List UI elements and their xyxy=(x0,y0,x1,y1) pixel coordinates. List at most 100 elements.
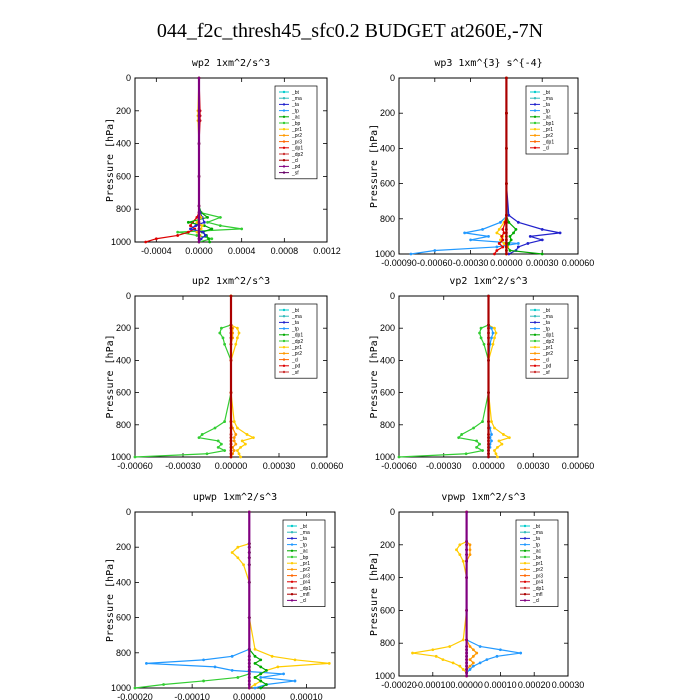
data-point xyxy=(200,433,204,436)
legend-label: _ta xyxy=(542,320,550,326)
figure-title: 044_f2c_thresh45_sfc0.2 BUDGET at260E,-7… xyxy=(156,20,544,42)
x-tick-label: 0.00060 xyxy=(562,461,595,471)
x-tick-label: -0.00020 xyxy=(381,680,417,690)
legend-label: _ta xyxy=(299,536,307,542)
x-tick-label: 0.00010 xyxy=(290,692,323,700)
legend-label: _dp2 xyxy=(291,339,303,345)
data-point xyxy=(230,654,234,658)
data-point xyxy=(458,664,462,668)
legend-marker xyxy=(290,568,294,571)
data-point xyxy=(293,658,297,662)
legend-label: _dp1 xyxy=(291,333,303,339)
data-point xyxy=(516,242,520,245)
y-tick-label: 600 xyxy=(116,388,131,398)
legend-marker xyxy=(290,543,294,546)
legend-label: _ma xyxy=(299,530,310,536)
data-point xyxy=(508,235,512,238)
y-tick-label: 200 xyxy=(116,542,131,552)
data-point xyxy=(195,220,199,224)
data-point xyxy=(252,436,255,440)
data-point xyxy=(223,420,227,423)
data-point xyxy=(495,249,499,252)
legend-label: _tp xyxy=(291,326,299,332)
data-point xyxy=(507,252,511,256)
data-point xyxy=(259,679,263,683)
legend-label: _pr2 xyxy=(299,567,310,573)
legend-marker xyxy=(290,555,294,559)
data-point xyxy=(218,331,222,335)
legend-label: _ma xyxy=(291,314,302,320)
legend-label: _pr3 xyxy=(291,139,302,145)
y-tick-label: 1000 xyxy=(375,671,395,681)
data-point xyxy=(519,651,523,655)
data-point xyxy=(265,669,268,672)
data-point xyxy=(220,442,223,446)
legend-label: _tp xyxy=(532,542,540,548)
legend-marker xyxy=(533,358,537,361)
data-point xyxy=(493,252,496,256)
legend-label: _cl xyxy=(542,357,549,363)
y-tick-label: 600 xyxy=(116,171,131,181)
legend-marker xyxy=(533,121,537,125)
legend-marker xyxy=(282,115,286,119)
y-tick-label: 400 xyxy=(116,139,131,149)
data-point xyxy=(516,245,520,249)
data-point xyxy=(397,455,401,459)
legend-marker xyxy=(282,159,286,162)
legend-label: _pd xyxy=(291,164,301,170)
data-point xyxy=(253,661,257,665)
x-tick-label: 0.00030 xyxy=(552,680,585,690)
panel-3: vp2 1xm^2/s^3 0 200 400 600 800 1000 Pressure [… xyxy=(369,276,594,471)
x-tick-label: 0.00000 xyxy=(233,692,266,700)
y-tick-label: 0 xyxy=(390,73,395,83)
data-point xyxy=(485,658,489,661)
x-tick-label: 0.00030 xyxy=(526,258,559,268)
data-point xyxy=(216,439,220,443)
y-tick-label: 0 xyxy=(126,291,131,301)
legend-label: _bp1 xyxy=(542,121,554,127)
legend-marker xyxy=(533,134,537,137)
legend-marker xyxy=(282,364,286,367)
data-point xyxy=(221,336,225,340)
legend-marker xyxy=(282,358,286,361)
data-point xyxy=(507,213,511,217)
legend-marker xyxy=(282,315,286,318)
data-point xyxy=(516,220,520,224)
series-line-pr2 xyxy=(412,512,468,676)
data-point xyxy=(259,686,263,690)
data-point xyxy=(479,326,483,330)
legend-marker xyxy=(523,531,527,534)
data-point xyxy=(327,661,331,665)
data-point xyxy=(509,238,513,242)
data-point xyxy=(145,661,148,665)
data-point xyxy=(293,679,297,683)
data-point xyxy=(493,449,496,452)
legend-label: _ma xyxy=(542,314,553,320)
x-tick-label: 0.0012 xyxy=(313,246,341,256)
data-point xyxy=(195,230,199,234)
legend-marker xyxy=(523,543,527,546)
legend-label: _ta xyxy=(291,102,299,108)
data-point xyxy=(232,439,236,443)
data-point xyxy=(461,638,465,642)
data-point xyxy=(458,553,462,557)
legend-label: _ta xyxy=(532,536,540,542)
data-point xyxy=(154,237,158,241)
y-tick-label: 400 xyxy=(380,143,395,153)
y-tick-label: 1000 xyxy=(375,452,395,462)
data-point xyxy=(176,234,180,237)
data-point xyxy=(463,231,467,235)
data-point xyxy=(448,645,452,648)
data-point xyxy=(236,545,240,549)
legend-marker xyxy=(533,370,537,374)
data-point xyxy=(236,449,239,452)
legend-label: _cl xyxy=(299,598,306,604)
data-point xyxy=(237,331,241,335)
legend-marker xyxy=(290,593,294,596)
legend-marker xyxy=(533,333,537,336)
x-tick-label: -0.00060 xyxy=(417,258,453,268)
data-point xyxy=(240,439,244,443)
legend-marker xyxy=(282,370,286,374)
data-point xyxy=(507,220,511,224)
data-point xyxy=(194,224,198,228)
